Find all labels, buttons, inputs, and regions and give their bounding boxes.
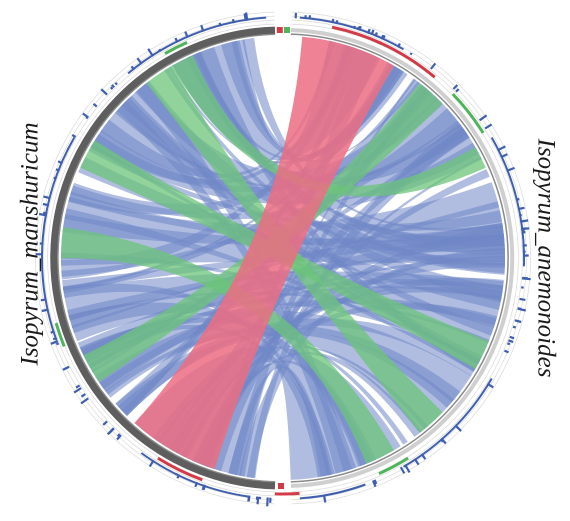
gene-density-bar	[267, 498, 268, 507]
gene-density-bar	[510, 337, 514, 339]
genome-label-right: Isopyrum_anemonoides	[534, 139, 559, 378]
ideogram-end-marker	[277, 27, 283, 33]
gene-density-bar	[111, 87, 113, 89]
gene-density-bar	[56, 343, 58, 344]
gene-density-bar	[72, 135, 76, 137]
genome-label-left: Isopyrum_manshuricum	[18, 122, 43, 365]
ideogram-end-marker	[284, 27, 290, 33]
gene-density-bar	[518, 309, 526, 311]
gene-density-bar	[76, 385, 80, 387]
gene-density-bar	[456, 89, 459, 92]
gene-density-bar	[112, 85, 114, 88]
gene-density-bar	[507, 343, 510, 344]
gene-density-bar	[94, 104, 97, 107]
highlight-segment	[275, 493, 300, 494]
gene-density-bar	[513, 327, 516, 328]
gene-density-bar	[115, 83, 117, 85]
gene-density-bar	[63, 367, 69, 370]
gene-density-bar	[515, 320, 521, 322]
gene-density-bar	[401, 467, 405, 473]
gene-density-bar	[522, 278, 531, 279]
gene-density-bar	[411, 53, 412, 55]
ideogram-end-marker	[278, 483, 284, 489]
gene-density-bar	[520, 299, 526, 300]
gene-density-bar	[86, 117, 88, 118]
